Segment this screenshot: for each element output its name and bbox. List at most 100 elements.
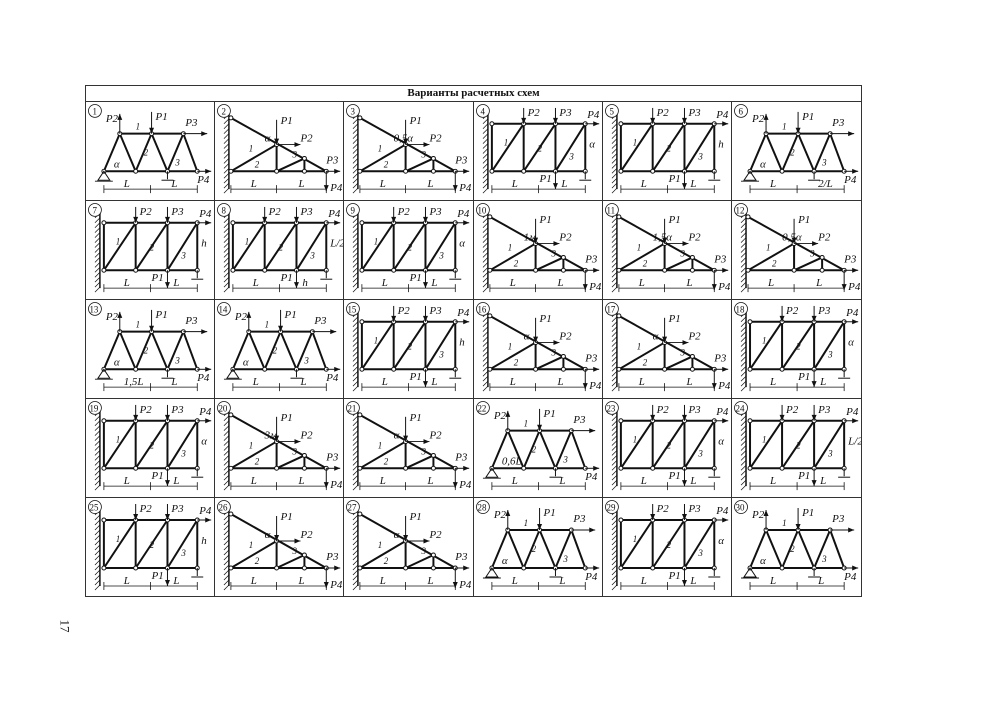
wall-hatch: [353, 554, 359, 561]
truss-member: [554, 529, 572, 569]
wall-hatch: [611, 484, 617, 491]
wall-hatch: [353, 148, 359, 154]
force-label: P3: [170, 206, 184, 218]
arrowhead-icon: [588, 428, 595, 434]
truss-joint: [431, 168, 437, 174]
force-label: P2: [687, 331, 701, 343]
truss-joint: [274, 565, 280, 571]
force-label: P2: [300, 133, 314, 145]
wall-hatch: [611, 187, 617, 194]
arrowhead-icon: [205, 418, 212, 424]
truss-member: [103, 420, 137, 469]
wall-hatch: [611, 336, 617, 342]
wall-hatch: [353, 163, 359, 169]
arrowhead-icon: [246, 311, 252, 318]
truss-member: [780, 133, 799, 172]
variant-number: 2: [222, 106, 226, 116]
truss-member: [618, 242, 665, 272]
force-label: P4: [329, 579, 343, 591]
wall-hatch: [611, 227, 617, 233]
diagram-label: 1: [507, 342, 511, 352]
truss-member: [748, 133, 767, 172]
arrowhead-icon: [463, 565, 470, 571]
wall-hatch: [353, 479, 359, 486]
variant-number-circle: [733, 203, 748, 217]
force-label: P1: [797, 470, 810, 482]
diagram-label: 3: [304, 355, 310, 365]
arrowhead-icon: [149, 325, 155, 332]
pin-support-icon: [484, 467, 499, 478]
wall-hatch: [611, 371, 617, 377]
variant-number: 18: [735, 304, 745, 314]
force-label: P2: [655, 503, 669, 515]
arrowhead-icon: [423, 282, 429, 289]
truss-member: [490, 123, 524, 172]
diagram-label: α: [652, 331, 658, 343]
truss-member: [134, 331, 153, 370]
diagram-label: h: [201, 535, 207, 547]
arrowhead-icon: [681, 414, 687, 421]
wall-hatch: [611, 118, 617, 125]
arrowhead-icon: [847, 527, 854, 533]
wall-hatch: [353, 559, 359, 566]
variant-cell-13: 13 P1 P2 P3 P4 1 2 3 α 1,5L L: [86, 300, 216, 399]
diagram-label: L: [379, 178, 386, 190]
wall-hatch: [353, 143, 359, 149]
truss-joint: [357, 511, 363, 517]
arrowhead-icon: [851, 319, 858, 325]
truss-joint: [302, 168, 308, 174]
wall-hatch: [740, 361, 747, 367]
wall-hatch: [740, 450, 747, 456]
arrowhead-icon: [552, 340, 559, 346]
truss-joint: [616, 313, 622, 319]
wall-hatch: [94, 450, 101, 456]
force-label: P4: [843, 174, 857, 186]
wall-hatch: [611, 425, 617, 431]
wall-hatch: [611, 375, 617, 382]
variant-cell-8: 8 P1 P2 P3 P4 1 2 3 L/2 Lh: [215, 201, 345, 300]
wall-hatch: [353, 371, 359, 377]
diagram-label: 2: [790, 148, 795, 158]
diagram-label: L: [817, 575, 824, 587]
truss-joint: [403, 565, 409, 571]
wall-hatch: [223, 514, 230, 521]
wall-hatch: [94, 569, 101, 576]
truss-joint: [228, 511, 234, 517]
force-label: P2: [139, 503, 153, 515]
truss-member: [103, 519, 137, 569]
arrowhead-icon: [463, 319, 470, 325]
truss-member: [230, 440, 278, 470]
force-label: P4: [717, 380, 731, 392]
force-label: P3: [429, 206, 443, 218]
force-label: P2: [785, 305, 799, 317]
wall-hatch: [353, 232, 359, 238]
diagram-label: 2: [666, 540, 671, 550]
diagram-label: 1: [523, 518, 527, 528]
diagram-label: 2: [666, 144, 671, 154]
diagram-label: L: [172, 475, 179, 487]
wall-hatch: [94, 420, 101, 426]
wall-hatch: [94, 554, 101, 561]
diagram-label: 3: [421, 149, 427, 159]
wall-hatch: [611, 262, 617, 268]
variant-cell-22: 22 P1 P2 P3 P4 1 2 3 0,6L L L: [473, 399, 603, 498]
variant-cell-19: 19 P1 P2 P3 P4 1 2 3 α L L: [86, 399, 216, 498]
variant-number: 30: [735, 503, 745, 513]
diagram-label: L: [252, 277, 259, 289]
truss-joint: [391, 267, 397, 273]
force-label: P2: [751, 113, 765, 125]
force-label: P4: [584, 571, 598, 583]
wall-hatch: [611, 519, 617, 526]
diagram-label: 2: [255, 556, 260, 566]
variant-number-circle: [604, 203, 619, 217]
diagram-label: 2: [150, 540, 155, 550]
arrowhead-icon: [532, 336, 538, 343]
wall-hatch: [482, 138, 488, 144]
truss-member: [295, 331, 314, 370]
diagram-label: L: [170, 178, 177, 190]
diagram-label: 1: [374, 336, 378, 346]
force-label: P3: [831, 513, 845, 525]
pin-support-icon: [484, 567, 499, 578]
truss-joint: [357, 465, 363, 471]
truss-member: [796, 133, 815, 172]
